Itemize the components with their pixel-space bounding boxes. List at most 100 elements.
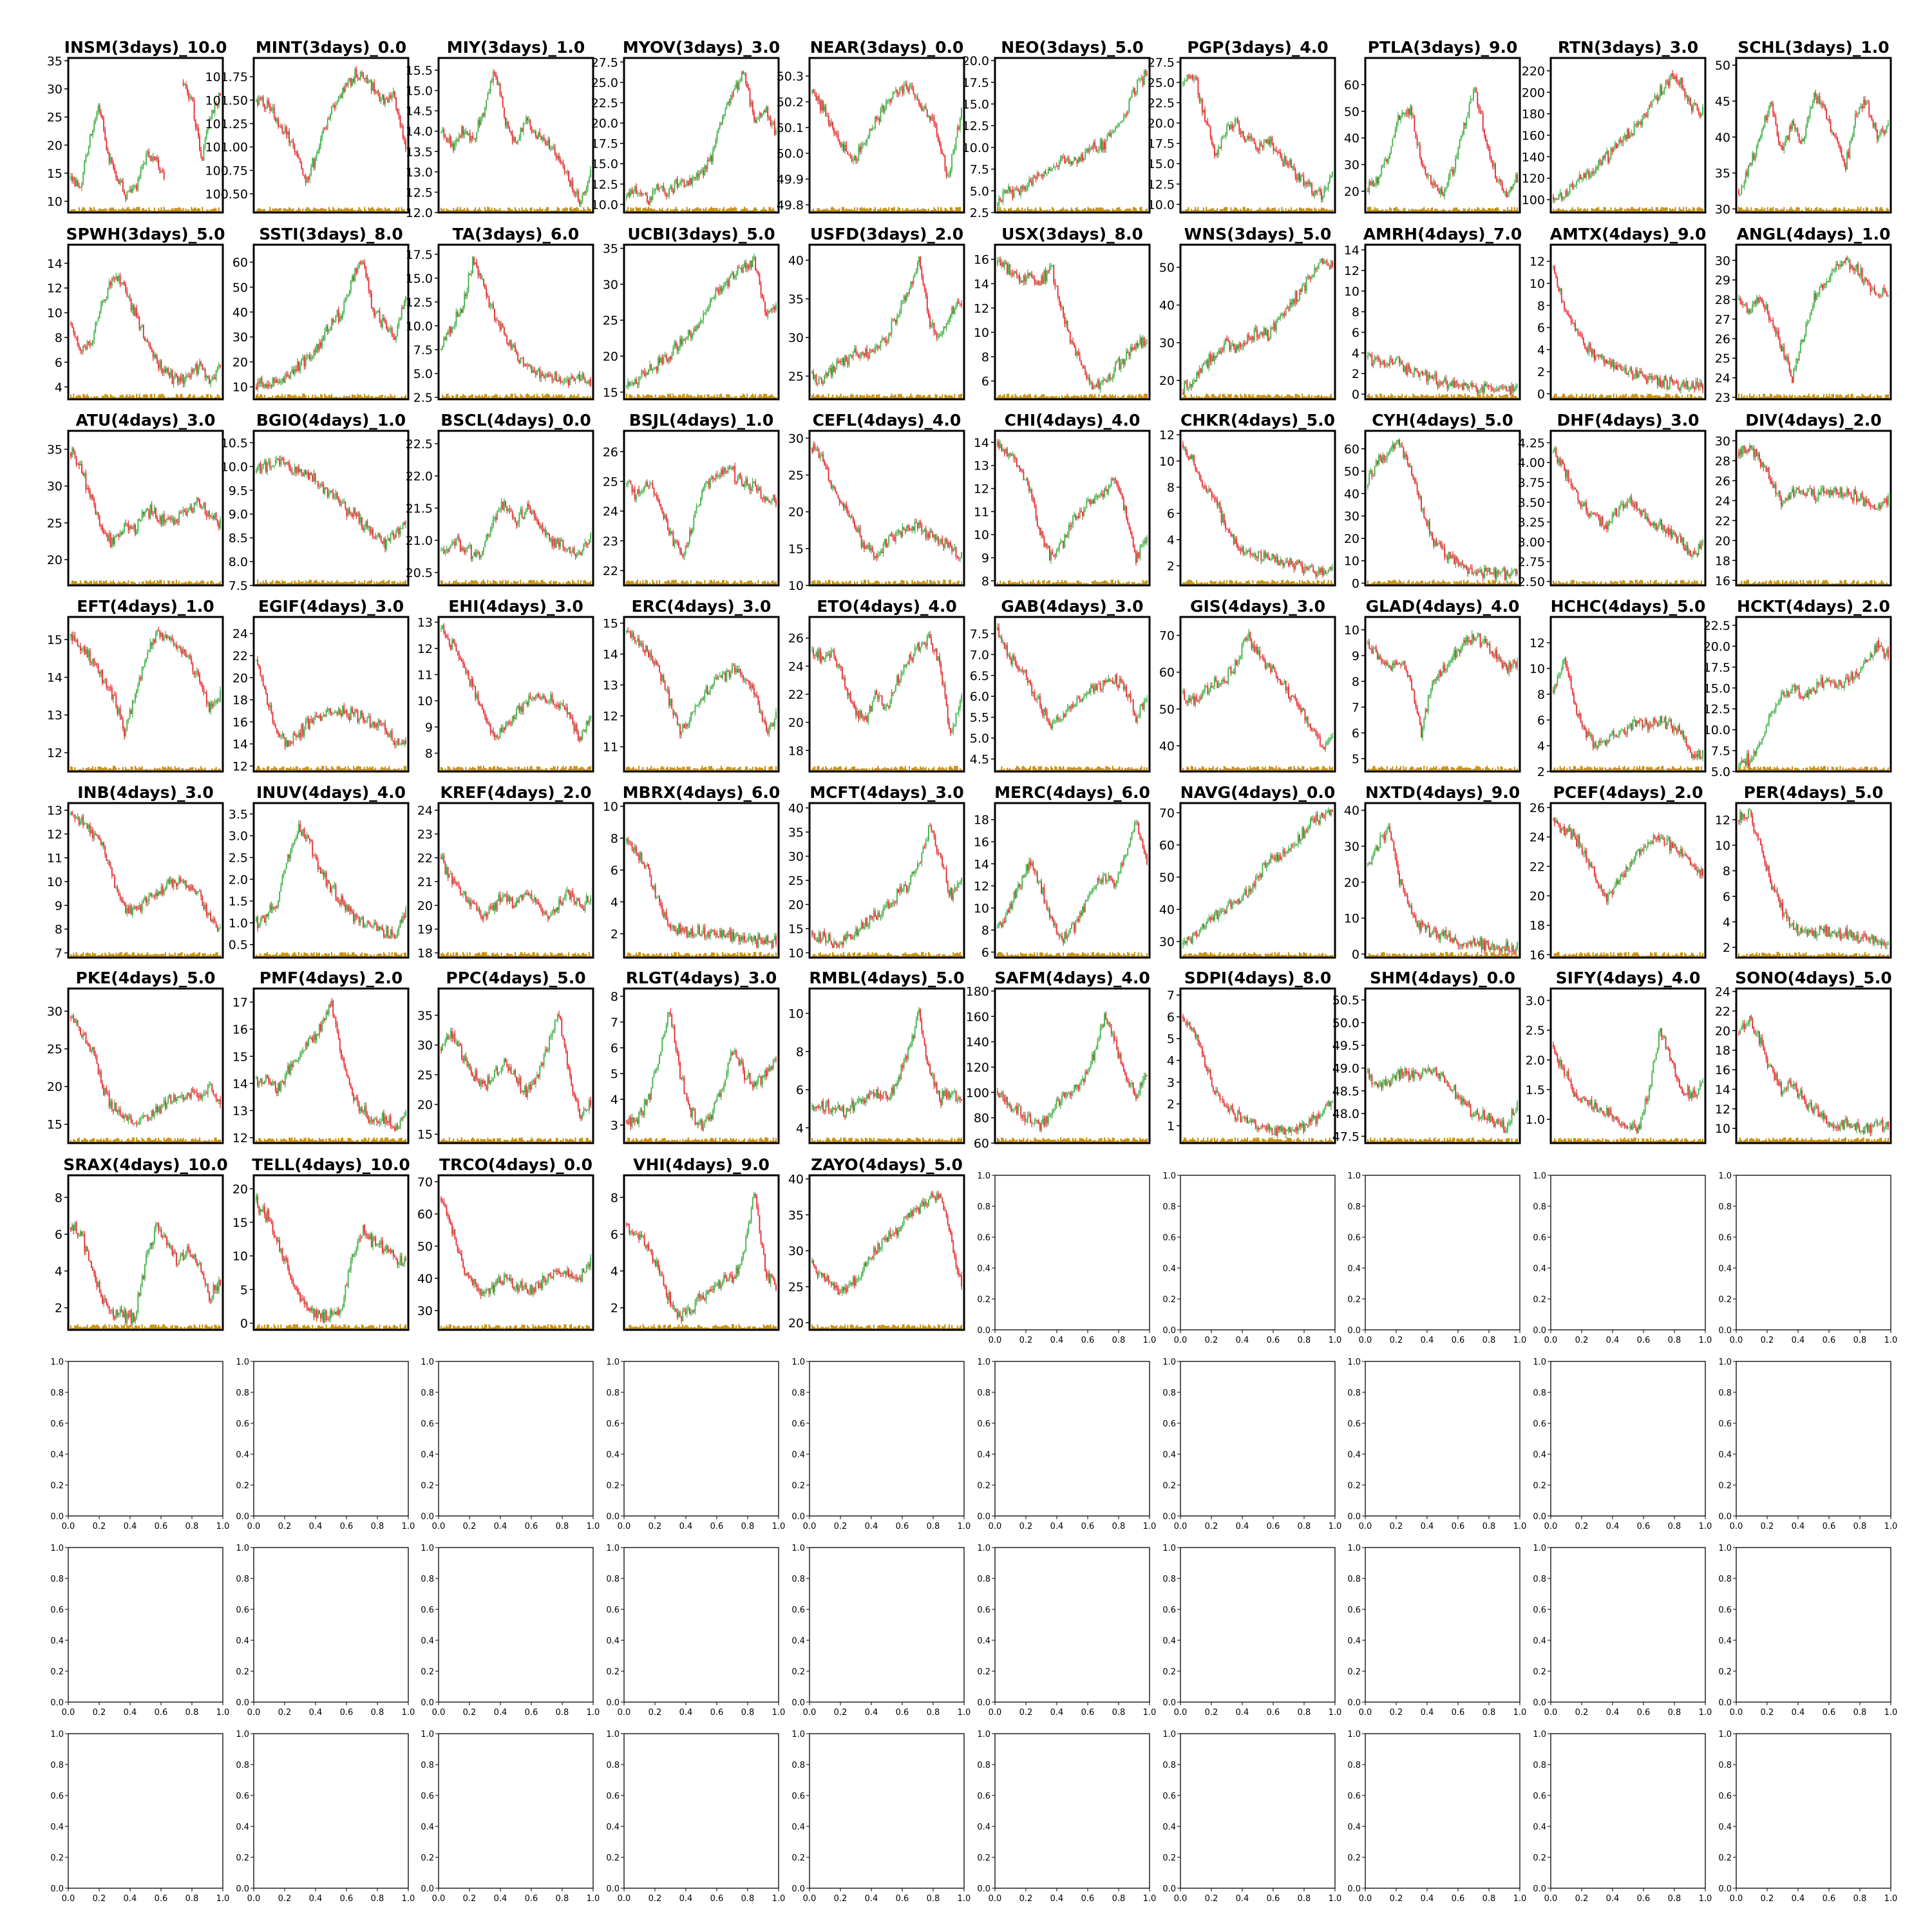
volume-bar (898, 207, 900, 213)
volume-bar (205, 209, 207, 213)
y-tick-label: 25.0 (591, 76, 618, 90)
candle-body (1504, 191, 1506, 193)
candle-body (1592, 171, 1594, 174)
candle-body (390, 328, 392, 330)
candle-body (746, 84, 748, 88)
volume-bar (1370, 207, 1372, 213)
candle-body (867, 355, 869, 359)
candle-body (260, 377, 261, 384)
candle-body (1587, 171, 1589, 173)
candle-body (709, 156, 711, 161)
volume-bar (1793, 210, 1795, 213)
candle-body (1417, 144, 1419, 146)
volume-bar (278, 394, 279, 399)
volume-bar (73, 393, 75, 399)
candle-body (205, 130, 207, 139)
candle-body (712, 298, 714, 299)
candle-body (558, 377, 560, 381)
candle-body (285, 374, 287, 375)
volume-bar (448, 396, 450, 399)
volume-bar (317, 209, 319, 213)
candle-body (1566, 190, 1568, 196)
candle-body (679, 183, 681, 185)
candle-body (395, 97, 397, 109)
candle-body (82, 172, 84, 184)
candle-body (770, 117, 772, 126)
candle-body (1265, 139, 1267, 144)
volume-bar (1801, 209, 1803, 213)
candle-body (152, 156, 154, 161)
volume-bar (634, 396, 636, 399)
volume-bar (1112, 208, 1113, 213)
candle-body (554, 146, 556, 156)
volume-bar (518, 208, 520, 213)
volume-bar (81, 209, 83, 213)
candle-body (1141, 78, 1142, 79)
candle-body (147, 340, 149, 343)
candle-body (916, 262, 918, 271)
subplot-title: RTN(3days)_3.0 (1558, 38, 1698, 57)
volume-bar (677, 395, 679, 399)
candle-body (577, 374, 579, 378)
volume-bar (1269, 208, 1271, 213)
candle-body (1378, 176, 1379, 184)
volume-bar (665, 397, 667, 399)
volume-bar (1291, 207, 1293, 213)
volume-bar (1449, 209, 1451, 213)
candle-body (220, 93, 221, 95)
volume-bar (86, 393, 88, 399)
volume-bar (1124, 209, 1126, 213)
volume-bar (495, 209, 497, 213)
volume-bar (494, 395, 496, 399)
candle-body (654, 366, 656, 369)
candle-body (1435, 185, 1437, 187)
volume-bar (1467, 209, 1469, 213)
volume-bar (652, 396, 654, 399)
volume-bar (507, 207, 509, 213)
candle-body (301, 162, 303, 169)
volume-bar (258, 396, 260, 399)
candle-body (1638, 122, 1639, 126)
candle-body (1692, 104, 1694, 111)
candle-body (200, 361, 202, 365)
candle-body (1745, 172, 1747, 182)
candle-body (491, 303, 493, 305)
y-tick-label: 10.0 (962, 141, 989, 155)
candle-body (1859, 107, 1861, 114)
candle-body (830, 122, 832, 126)
candle-body (185, 84, 187, 88)
candle-body (517, 353, 519, 361)
volume-bar (1065, 209, 1067, 213)
candle-body (263, 104, 265, 109)
candle-body (198, 366, 199, 374)
candle-body (1591, 171, 1593, 175)
candle-body (511, 133, 513, 142)
candle-body (685, 186, 687, 187)
candle-body (565, 171, 567, 173)
candle-body (1570, 184, 1572, 186)
candle-body (1098, 148, 1100, 151)
volume-bar (214, 397, 216, 399)
candle-body (876, 116, 877, 120)
candle-body (202, 156, 204, 161)
candle-body (73, 177, 75, 181)
candle-body (363, 73, 364, 79)
candle-body (309, 354, 310, 359)
candle-body (1267, 139, 1269, 144)
volume-bar (149, 210, 151, 213)
volume-bar (692, 209, 694, 213)
candle-body (1283, 156, 1285, 166)
volume-bar (215, 397, 217, 399)
volume-bar (499, 207, 501, 213)
candle-body (488, 92, 490, 95)
candle-body (1131, 93, 1133, 98)
candle-body (1656, 97, 1658, 101)
volume-bar (1056, 210, 1057, 213)
candle-body (1873, 123, 1875, 128)
volume-bar (1879, 207, 1881, 213)
candle-body (661, 186, 663, 188)
candle-body (151, 157, 153, 161)
candle-body (743, 267, 744, 273)
volume-bar (771, 394, 773, 399)
